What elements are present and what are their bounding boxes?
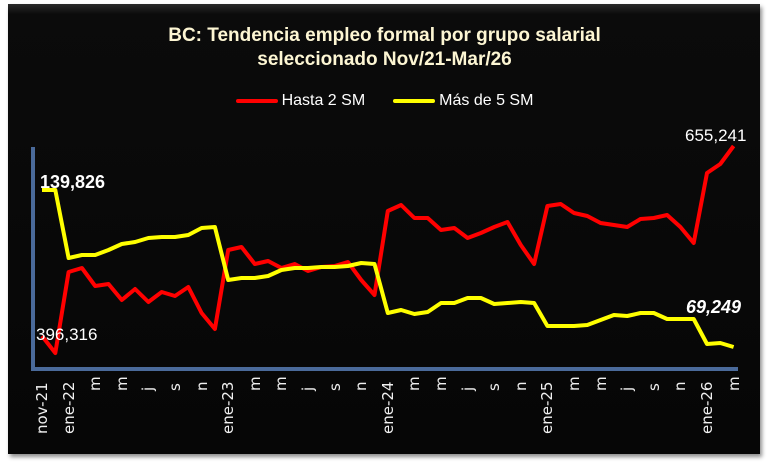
legend-swatch-red (235, 99, 278, 103)
series-line-hasta-2-sm (40, 144, 736, 355)
data-label-red-last: 655,241 (685, 126, 747, 145)
legend-item-hasta-2-sm: Hasta 2 SM (235, 92, 366, 110)
chart-title: BC: Tendencia empleo formal por grupo sa… (0, 24, 769, 72)
legend-item-mas-de-5-sm: Más de 5 SM (393, 92, 533, 110)
chart-title-line1: BC: Tendencia empleo formal por grupo sa… (168, 25, 601, 46)
legend-swatch-yellow (393, 99, 436, 103)
data-label-yellow-first: 139,826 (40, 172, 106, 192)
legend-label: Hasta 2 SM (281, 92, 366, 109)
data-label-red-first: 396,316 (36, 325, 98, 344)
series-line-mas-de-5-sm (42, 188, 735, 349)
data-label-yellow-last: 69,249 (686, 297, 742, 317)
chart-legend: Hasta 2 SM Más de 5 SM (0, 92, 769, 110)
legend-label: Más de 5 SM (439, 92, 534, 109)
chart-title-line2: seleccionado Nov/21-Mar/26 (257, 49, 512, 70)
